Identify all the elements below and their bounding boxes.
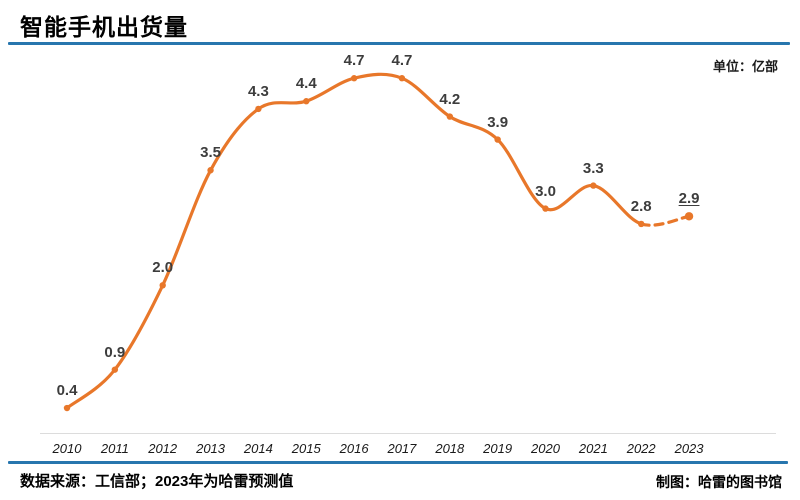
data-point-label: 4.2 [439, 90, 461, 108]
credit-note: 制图：哈雷的图书馆 [656, 474, 782, 490]
data-point-marker [303, 98, 310, 105]
data-point-marker [398, 75, 406, 82]
data-point-label: 4.7 [391, 52, 413, 70]
data-point-marker [111, 366, 119, 373]
x-axis-tick-label: 2016 [339, 441, 369, 456]
x-axis-tick-label: 2010 [52, 441, 82, 456]
x-axis-tick-label: 2019 [483, 441, 513, 456]
data-point-marker [590, 182, 597, 189]
series-line-dashed-forecast [639, 214, 691, 227]
data-point-marker [638, 220, 645, 228]
data-point-label: 3.0 [535, 182, 556, 200]
data-point-label: 4.7 [343, 52, 365, 70]
x-axis-tick-label: 2013 [196, 441, 226, 456]
x-axis-line [40, 433, 776, 434]
data-point-marker [542, 205, 549, 212]
data-point-label: 2.0 [152, 259, 174, 277]
data-point-label: 3.5 [200, 144, 221, 162]
data-point-label: 0.4 [56, 382, 78, 400]
data-point-label: 0.9 [104, 343, 126, 361]
series-line-solid [65, 72, 643, 410]
title-divider-line [8, 42, 790, 45]
data-point-marker [207, 167, 214, 174]
data-point-marker [494, 136, 501, 143]
x-axis-tick-label: 2017 [387, 441, 417, 456]
unit-label: 单位：亿部 [712, 59, 778, 74]
x-axis-tick-label: 2020 [531, 441, 560, 456]
data-point-label: 2.8 [630, 197, 652, 215]
footer-divider-line [8, 461, 788, 464]
data-point-label: 4.3 [247, 82, 269, 100]
page-title: 智能手机出货量 [20, 14, 188, 40]
data-point-marker [446, 113, 453, 120]
data-point-marker [63, 404, 71, 412]
x-axis-tick-label: 2012 [148, 441, 178, 456]
x-axis-tick-label: 2021 [578, 441, 608, 456]
data-point-label: 2.9 [678, 190, 700, 208]
data-point-marker [159, 282, 166, 289]
x-axis-tick-label: 2015 [291, 441, 321, 456]
data-point-marker [684, 212, 694, 221]
data-point-marker [350, 75, 358, 82]
x-axis-tick-label: 2018 [435, 441, 465, 456]
data-source-note: 数据来源：工信部；2023年为哈雷预测值 [20, 473, 294, 490]
data-point-marker [255, 105, 262, 113]
data-point-label: 4.4 [295, 75, 317, 93]
x-axis-tick-label: 2022 [626, 441, 656, 456]
x-axis-tick-label: 2011 [100, 441, 129, 456]
data-point-label: 3.9 [487, 113, 509, 131]
x-axis-tick-label: 2014 [243, 441, 273, 456]
data-point-label: 3.3 [582, 159, 604, 177]
x-axis-tick-label: 2023 [674, 441, 704, 456]
